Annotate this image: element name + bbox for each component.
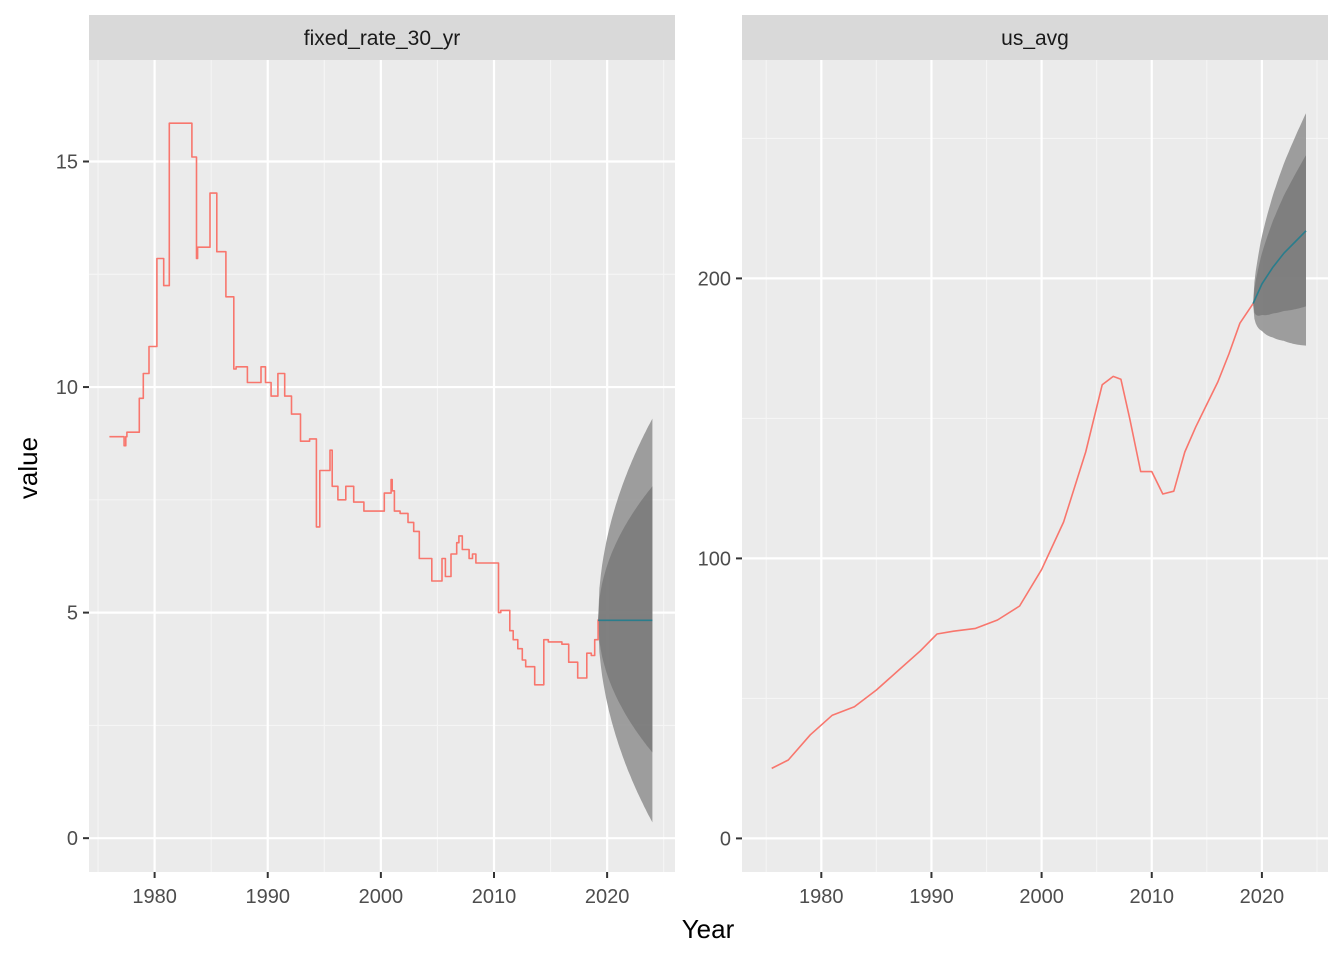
x-tick-label: 2020: [585, 886, 630, 908]
strip-background: [742, 15, 1328, 60]
x-tick-label: 1990: [909, 886, 954, 908]
interval-80: [598, 486, 653, 753]
strip-label: fixed_rate_30_yr: [304, 27, 460, 50]
x-tick-label: 2000: [1019, 886, 1064, 908]
tick-labels: 1980 1990 2000 2010 2020 0 100 200: [698, 268, 1285, 908]
strip-label: us_avg: [1001, 27, 1069, 50]
x-tick-label: 2010: [1130, 886, 1175, 908]
y-axis-title: value: [13, 437, 43, 499]
x-tick-label: 2000: [359, 886, 404, 908]
tick-labels: 1980 1990 2000 2010 2020 0 5 10 15: [56, 152, 630, 909]
y-tick-label: 5: [67, 603, 78, 625]
y-tick-label: 200: [698, 268, 731, 290]
series-lines: [771, 230, 1307, 770]
grid-lines: [89, 60, 675, 872]
x-axis-title: Year: [682, 914, 735, 944]
y-tick-label: 100: [698, 548, 731, 570]
history-line: [771, 303, 1254, 770]
strip-background: [89, 15, 675, 60]
panel-background: [742, 60, 1328, 872]
x-tick-label: 1980: [799, 886, 844, 908]
history-line: [109, 122, 599, 686]
panel-background: [89, 60, 675, 872]
series-lines: [109, 122, 653, 686]
x-tick-label: 2010: [472, 886, 517, 908]
x-tick-label: 1990: [245, 886, 290, 908]
x-tick-label: 2020: [1240, 886, 1285, 908]
interval-80: [1253, 155, 1306, 316]
grid-lines: [742, 60, 1328, 872]
y-tick-label: 10: [56, 377, 78, 399]
y-tick-label: 15: [56, 152, 78, 174]
x-tick-label: 1980: [132, 886, 177, 908]
panel-fixed-rate-30-yr: fixed_rate_30_yr 1980 1990 2000 2010 2020051…: [56, 15, 675, 908]
y-tick-label: 0: [720, 828, 731, 850]
forecast-intervals: [1253, 113, 1306, 346]
panel-us-avg: us_avg 1980 1990 2000 2010 2020 0 100 200: [698, 15, 1328, 908]
y-tick-label: 0: [67, 828, 78, 850]
forecast-line: [1252, 230, 1307, 304]
